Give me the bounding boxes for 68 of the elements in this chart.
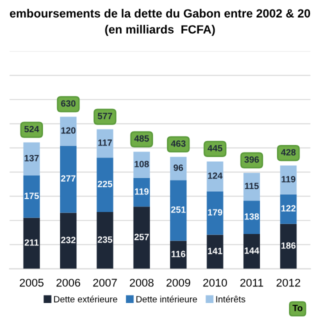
- data-label: 251: [171, 206, 186, 213]
- data-label: 119: [134, 188, 149, 195]
- bar: [243, 172, 260, 201]
- data-label: 235: [98, 236, 112, 243]
- bar: [206, 161, 224, 192]
- data-label: 96: [174, 164, 184, 171]
- x-tick-label: 2006: [56, 278, 80, 287]
- bar: [133, 178, 150, 207]
- total-label: 524: [24, 126, 40, 132]
- bar: [170, 156, 187, 180]
- bar: [243, 200, 260, 234]
- data-label: 144: [244, 248, 260, 254]
- bar: [23, 142, 40, 176]
- data-label: 186: [281, 242, 296, 249]
- total-label: 630: [61, 100, 76, 107]
- legend-label: Dette intérieure: [136, 296, 197, 302]
- chart-subtitle: (en milliards FCFA): [105, 24, 215, 36]
- x-tick-label: 2008: [130, 278, 154, 287]
- data-label: 115: [244, 182, 259, 190]
- x-tick-label: 2012: [276, 278, 300, 287]
- x-tick-label: 2005: [20, 278, 44, 287]
- data-label: 108: [134, 160, 149, 168]
- data-label: 116: [172, 250, 186, 258]
- bar: [206, 234, 224, 269]
- data-label: 124: [208, 172, 223, 179]
- bar: [170, 180, 187, 241]
- bar: [243, 234, 260, 269]
- bar: [96, 212, 114, 269]
- bar: [60, 146, 77, 213]
- data-label: 232: [61, 236, 76, 244]
- data-label: 120: [61, 127, 76, 134]
- bar: [96, 158, 114, 212]
- text: To: [292, 304, 302, 312]
- data-label: 277: [61, 175, 76, 182]
- data-label: 257: [134, 234, 149, 240]
- data-label: 138: [244, 213, 259, 220]
- bar: [60, 212, 77, 269]
- data-label: 211: [24, 239, 39, 246]
- x-tick-label: 2009: [166, 278, 190, 287]
- total-label: 396: [244, 156, 259, 163]
- total-label: 463: [170, 140, 186, 147]
- bar: [133, 206, 150, 269]
- bar: [23, 175, 40, 218]
- legend-label: Dette extérieure: [54, 296, 118, 302]
- data-label: 137: [24, 154, 39, 162]
- legend-label: Intérêts: [216, 296, 246, 302]
- total-label: 577: [98, 112, 112, 120]
- data-label: 119: [282, 176, 296, 182]
- chart-title: emboursements de la dette du Gabon entre 2002 & 20: [10, 8, 310, 18]
- total-label: 428: [280, 149, 296, 156]
- bar: [96, 129, 114, 158]
- x-tick-label: 2011: [240, 278, 264, 287]
- data-label: 179: [208, 209, 222, 216]
- x-tick-label: 2007: [93, 278, 117, 287]
- data-label: 122: [281, 205, 296, 212]
- bar: [206, 191, 224, 235]
- bar: [60, 116, 77, 146]
- bar: [280, 166, 297, 194]
- total-label: 445: [208, 145, 222, 152]
- total-label: 485: [134, 135, 149, 142]
- bar: [23, 218, 40, 269]
- data-label: 117: [98, 140, 112, 146]
- x-tick-label: 2010: [203, 278, 227, 287]
- data-label: 175: [24, 192, 39, 200]
- bar: [280, 224, 297, 269]
- bar: [280, 194, 297, 224]
- data-label: 225: [98, 180, 112, 188]
- data-label: 141: [208, 248, 222, 254]
